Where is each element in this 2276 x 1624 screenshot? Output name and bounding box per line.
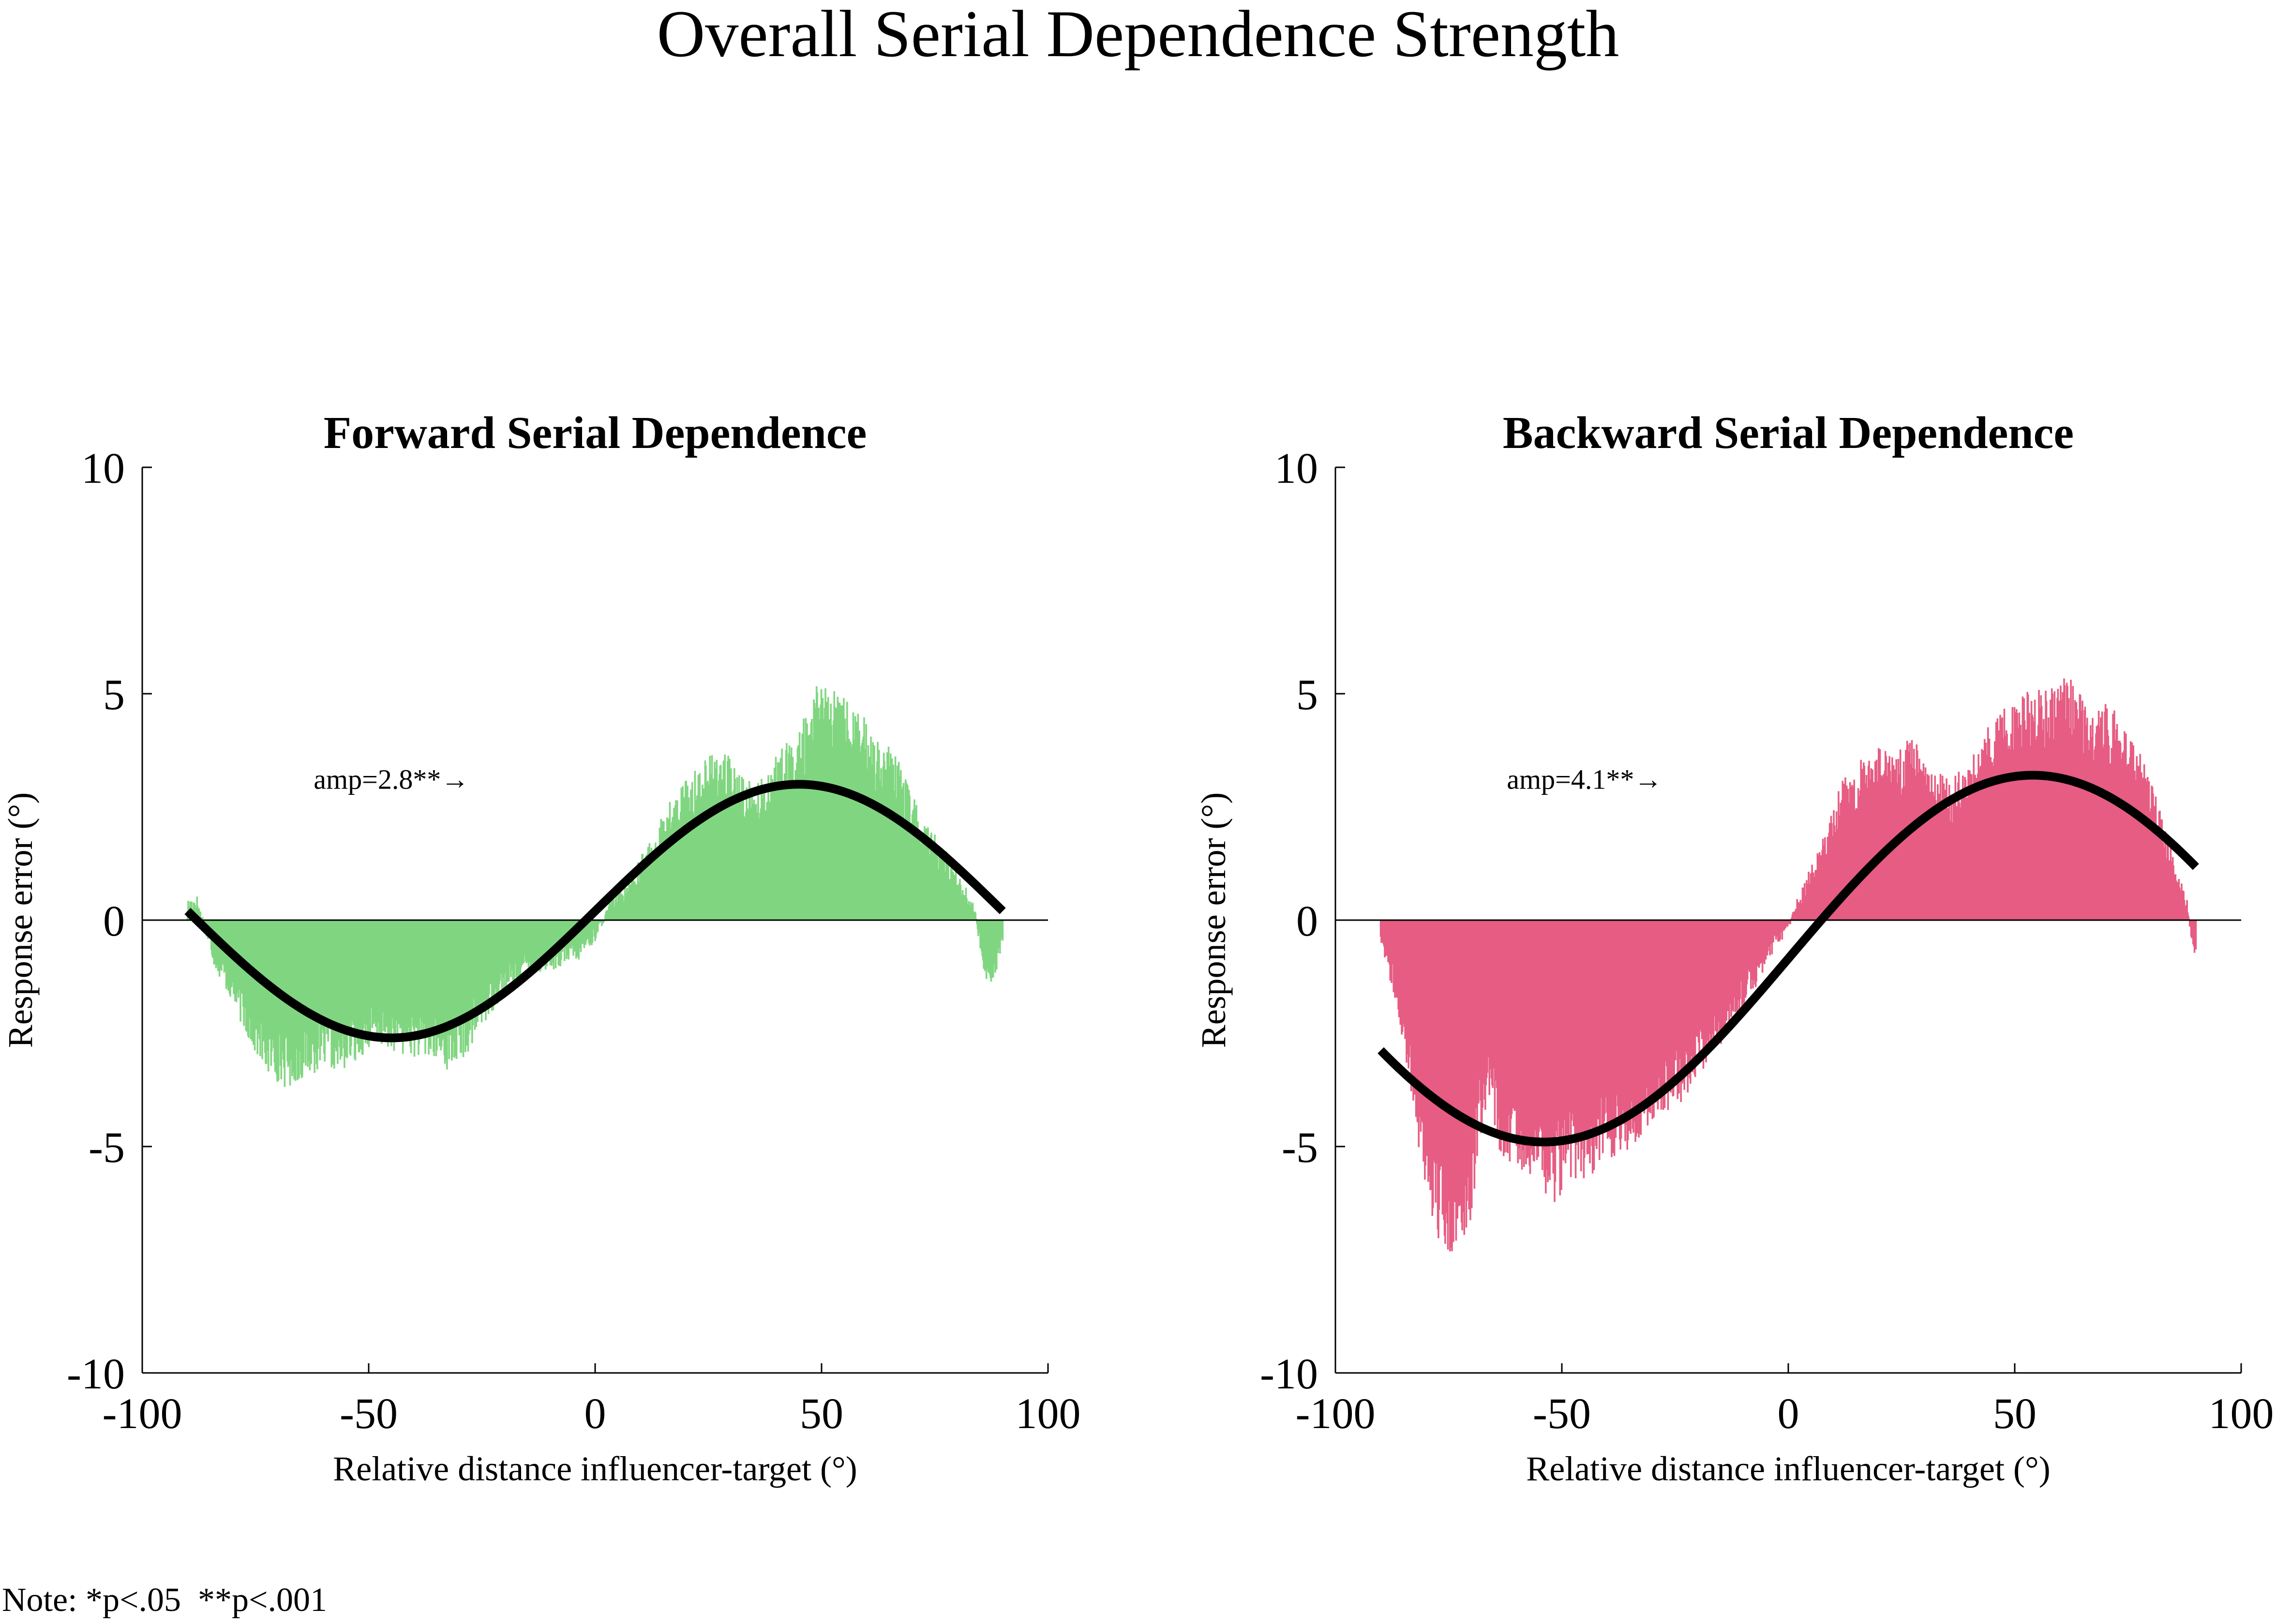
chart-title: Forward Serial Dependence — [324, 408, 867, 458]
y-tick-label: 0 — [103, 897, 125, 945]
x-axis-label: Relative distance influencer-target (°) — [333, 1449, 857, 1488]
amplitude-annotation: amp=2.8**→ — [314, 764, 469, 795]
x-tick-label: 50 — [800, 1390, 843, 1438]
significance-note: Note: *p<.05 **p<.001 — [2, 1581, 327, 1619]
fit-curve — [184, 780, 1006, 1043]
fit-curve — [1378, 771, 2199, 1147]
x-tick-label: 100 — [2209, 1390, 2274, 1438]
y-axis-label: Response error (°) — [1194, 792, 1233, 1048]
x-tick-label: -100 — [1296, 1390, 1376, 1438]
y-tick-label: 10 — [81, 445, 125, 492]
y-tick-label: 5 — [1296, 671, 1318, 719]
y-tick-label: 0 — [1296, 897, 1318, 945]
y-tick-label: -10 — [1260, 1350, 1318, 1398]
x-tick-label: -50 — [1533, 1390, 1591, 1438]
x-tick-label: -50 — [340, 1390, 398, 1438]
data-bars — [1379, 678, 2197, 1252]
y-tick-label: -5 — [1282, 1124, 1318, 1172]
x-tick-label: -100 — [103, 1390, 182, 1438]
amplitude-annotation: amp=4.1**→ — [1507, 764, 1662, 795]
chart-title: Backward Serial Dependence — [1503, 408, 2074, 458]
figure-title: Overall Serial Dependence Strength — [657, 0, 1619, 71]
x-tick-label: 0 — [1778, 1390, 1799, 1438]
y-tick-label: 10 — [1274, 445, 1318, 492]
x-tick-label: 100 — [1016, 1390, 1081, 1438]
data-bars — [186, 686, 1004, 1087]
y-tick-label: 5 — [103, 671, 125, 719]
y-tick-label: -5 — [89, 1124, 125, 1172]
x-tick-label: 0 — [584, 1390, 606, 1438]
y-tick-label: -10 — [67, 1350, 125, 1398]
y-axis-label: Response error (°) — [1, 792, 40, 1048]
x-axis-label: Relative distance influencer-target (°) — [1526, 1449, 2051, 1488]
x-tick-label: 50 — [1993, 1390, 2036, 1438]
